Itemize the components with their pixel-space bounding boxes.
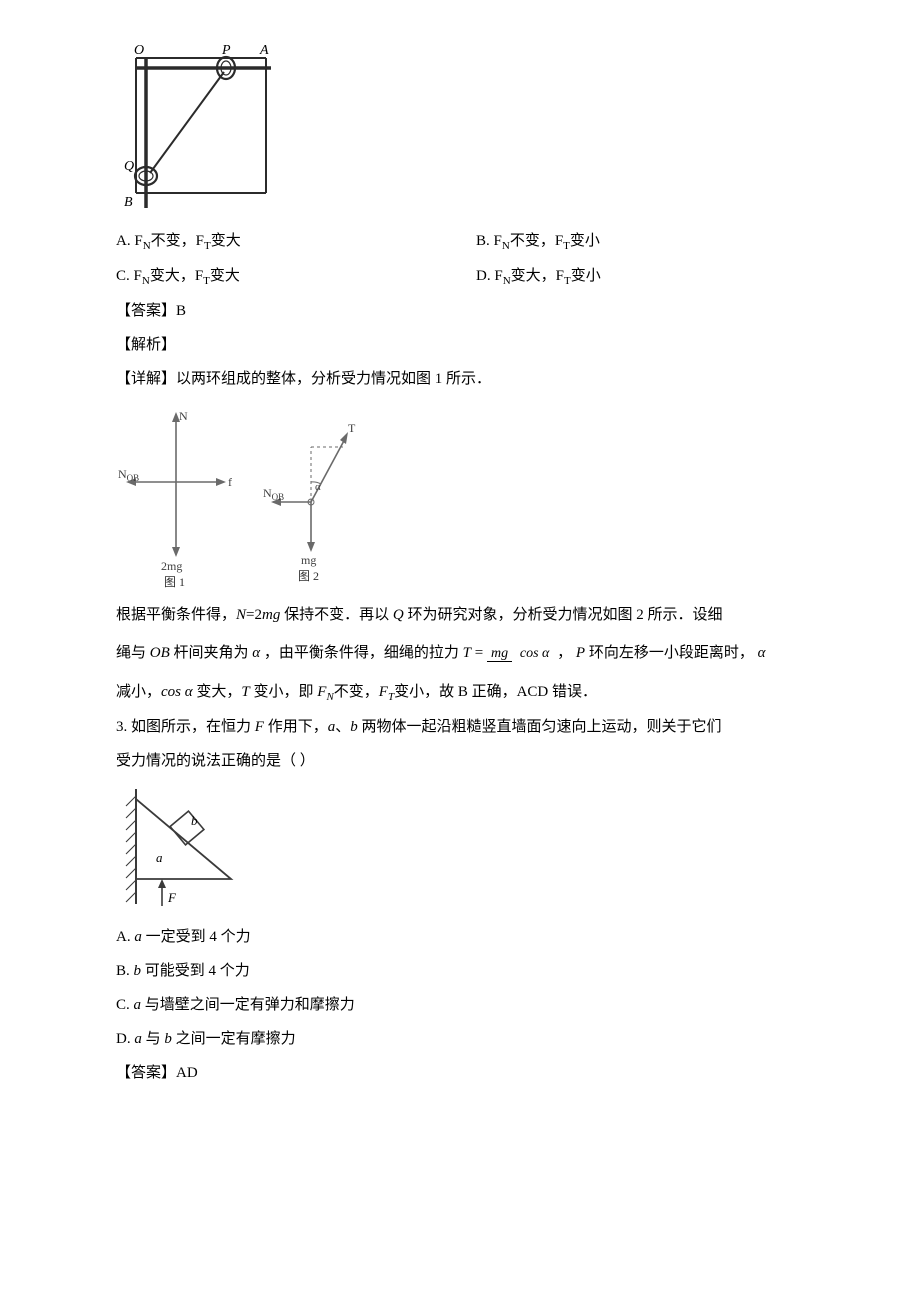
q2-options-row-2: C. FN变大，FT变大 D. FN变大，FT变小 bbox=[116, 261, 804, 292]
svg-text:A: A bbox=[259, 43, 269, 58]
svg-text:F: F bbox=[167, 890, 177, 905]
svg-text:N: N bbox=[179, 409, 188, 423]
q2-figure-diagram: O P A Q B bbox=[116, 38, 804, 218]
svg-text:NOB: NOB bbox=[263, 486, 284, 502]
q2-analysis-label: 【解析】 bbox=[116, 330, 804, 360]
svg-text:图 2: 图 2 bbox=[298, 569, 319, 583]
svg-text:b: b bbox=[191, 813, 198, 828]
q3-option-a: A. a 一定受到 4 个力 bbox=[116, 922, 804, 952]
q3-option-c: C. a 与墙壁之间一定有弹力和摩擦力 bbox=[116, 990, 804, 1020]
q2-answer: 【答案】B bbox=[116, 296, 804, 326]
q2-explain-p1: 根据平衡条件得，N=2mg 保持不变．再以 Q 环为研究对象，分析受力情况如图 … bbox=[116, 600, 804, 630]
q2-option-c: C. FN变大，FT变大 bbox=[116, 261, 476, 292]
svg-text:mg: mg bbox=[301, 553, 316, 567]
svg-text:B: B bbox=[124, 195, 133, 210]
svg-text:NOB: NOB bbox=[118, 467, 139, 483]
q2-explain-p2: 绳与 OB 杆间夹角为 α ，由平衡条件得，细绳的拉力 T = mg cos α… bbox=[116, 634, 804, 673]
q3-option-b: B. b 可能受到 4 个力 bbox=[116, 956, 804, 986]
q2-detail-intro: 【详解】以两环组成的整体，分析受力情况如图 1 所示． bbox=[116, 364, 804, 394]
q3-option-d: D. a 与 b 之间一定有摩擦力 bbox=[116, 1024, 804, 1054]
svg-text:f: f bbox=[228, 475, 232, 489]
q2-explain-p3: 减小，cos α 变大，T 变小，即 FN不变，FT变小，故 B 正确，ACD … bbox=[116, 677, 804, 708]
q2-options-row-1: A. FN不变，FT变大 B. FN不变，FT变小 bbox=[116, 226, 804, 257]
svg-text:T: T bbox=[348, 421, 356, 435]
svg-text:P: P bbox=[221, 43, 231, 58]
svg-text:α: α bbox=[315, 481, 321, 493]
q2-option-b: B. FN不变，FT变小 bbox=[476, 226, 804, 257]
q2-option-a: A. FN不变，FT变大 bbox=[116, 226, 476, 257]
q3-answer: 【答案】AD bbox=[116, 1058, 804, 1088]
q2-option-d: D. FN变大，FT变小 bbox=[476, 261, 804, 292]
svg-text:2mg: 2mg bbox=[161, 559, 182, 573]
svg-text:a: a bbox=[156, 850, 163, 865]
svg-text:Q: Q bbox=[124, 159, 134, 174]
svg-text:O: O bbox=[134, 43, 144, 58]
q3-stem-line1: 3. 如图所示，在恒力 F 作用下，a、b 两物体一起沿粗糙竖直墙面匀速向上运动… bbox=[116, 712, 804, 742]
q2-force-diagrams: N NOB f 2mg 图 1 T NOB α mg 图 2 bbox=[116, 402, 804, 592]
svg-text:图 1: 图 1 bbox=[164, 575, 185, 589]
q3-stem-line2: 受力情况的说法正确的是（ ） bbox=[116, 746, 804, 776]
q3-figure-diagram: a b F bbox=[116, 784, 804, 914]
